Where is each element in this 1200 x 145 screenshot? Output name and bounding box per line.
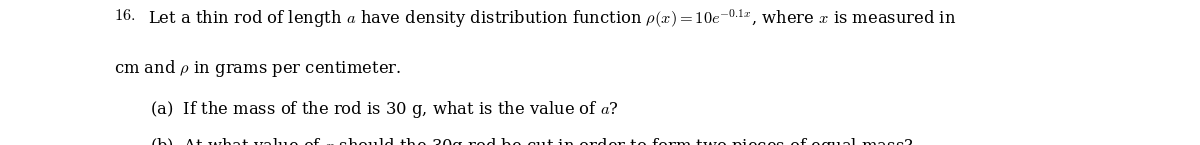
- Text: Let a thin rod of length $a$ have density distribution function $\rho(x) = 10e^{: Let a thin rod of length $a$ have densit…: [148, 7, 956, 30]
- Text: cm and $\rho$ in grams per centimeter.: cm and $\rho$ in grams per centimeter.: [114, 58, 401, 79]
- Text: (b)  At what value of $x$ should the 30g rod be cut in order to form two pieces : (b) At what value of $x$ should the 30g …: [150, 136, 913, 145]
- Text: $\mathbf{16.}$: $\mathbf{16.}$: [114, 7, 136, 24]
- Text: (a)  If the mass of the rod is 30 g, what is the value of $a$?: (a) If the mass of the rod is 30 g, what…: [150, 99, 619, 120]
